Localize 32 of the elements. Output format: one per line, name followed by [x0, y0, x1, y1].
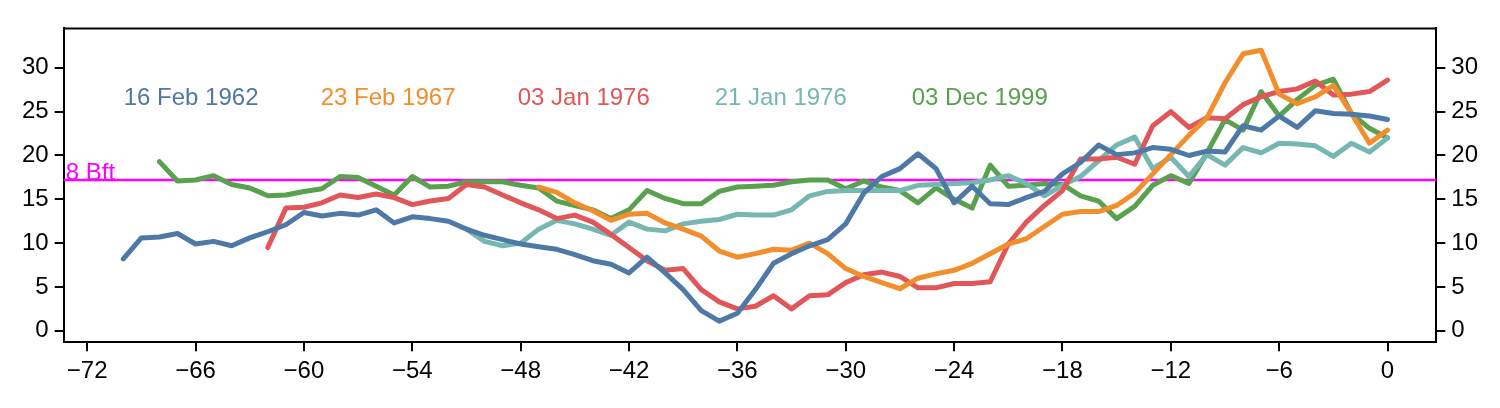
x-tick-label: −72	[66, 356, 108, 384]
x-tick-label: −6	[1265, 356, 1293, 384]
y2-tick-label: 20	[1451, 140, 1479, 168]
y2-tick-label: 25	[1451, 96, 1479, 124]
y2-tick-label: 10	[1451, 227, 1479, 255]
x-tick-label: −24	[933, 356, 975, 384]
y-tick-label: 15	[21, 183, 49, 211]
y-tick-label: 20	[21, 140, 49, 168]
y-tick-label: 0	[35, 315, 49, 343]
text: 21 Jan 1976	[714, 83, 847, 111]
y2-tick-label: 15	[1451, 183, 1479, 211]
x-tick-label: 0	[1380, 356, 1395, 384]
x-tick-label: −12	[1150, 356, 1192, 384]
x-tick-label: −48	[500, 356, 541, 384]
y2-tick-label: 30	[1451, 52, 1479, 80]
x-tick-label: −30	[825, 356, 867, 384]
y-tick-label: 10	[21, 227, 49, 255]
y2-tick-label: 0	[1451, 315, 1465, 343]
y2-tick-label: 5	[1451, 271, 1465, 299]
text: 03 Jan 1976	[517, 83, 650, 111]
x-tick-label: −66	[175, 356, 216, 384]
x-tick-label: −36	[717, 356, 758, 384]
x-tick-label: −18	[1042, 356, 1083, 384]
text: 03 Dec 1999	[911, 83, 1048, 111]
x-tick-label: −42	[608, 356, 650, 384]
text: 16 Feb 1962	[123, 83, 259, 111]
x-tick-label: −60	[283, 356, 325, 384]
y-tick-label: 30	[21, 52, 49, 80]
y-tick-label: 25	[21, 96, 49, 124]
y-tick-label: 5	[35, 271, 49, 299]
text: 23 Feb 1967	[320, 83, 456, 111]
x-tick-label: −54	[391, 356, 433, 384]
